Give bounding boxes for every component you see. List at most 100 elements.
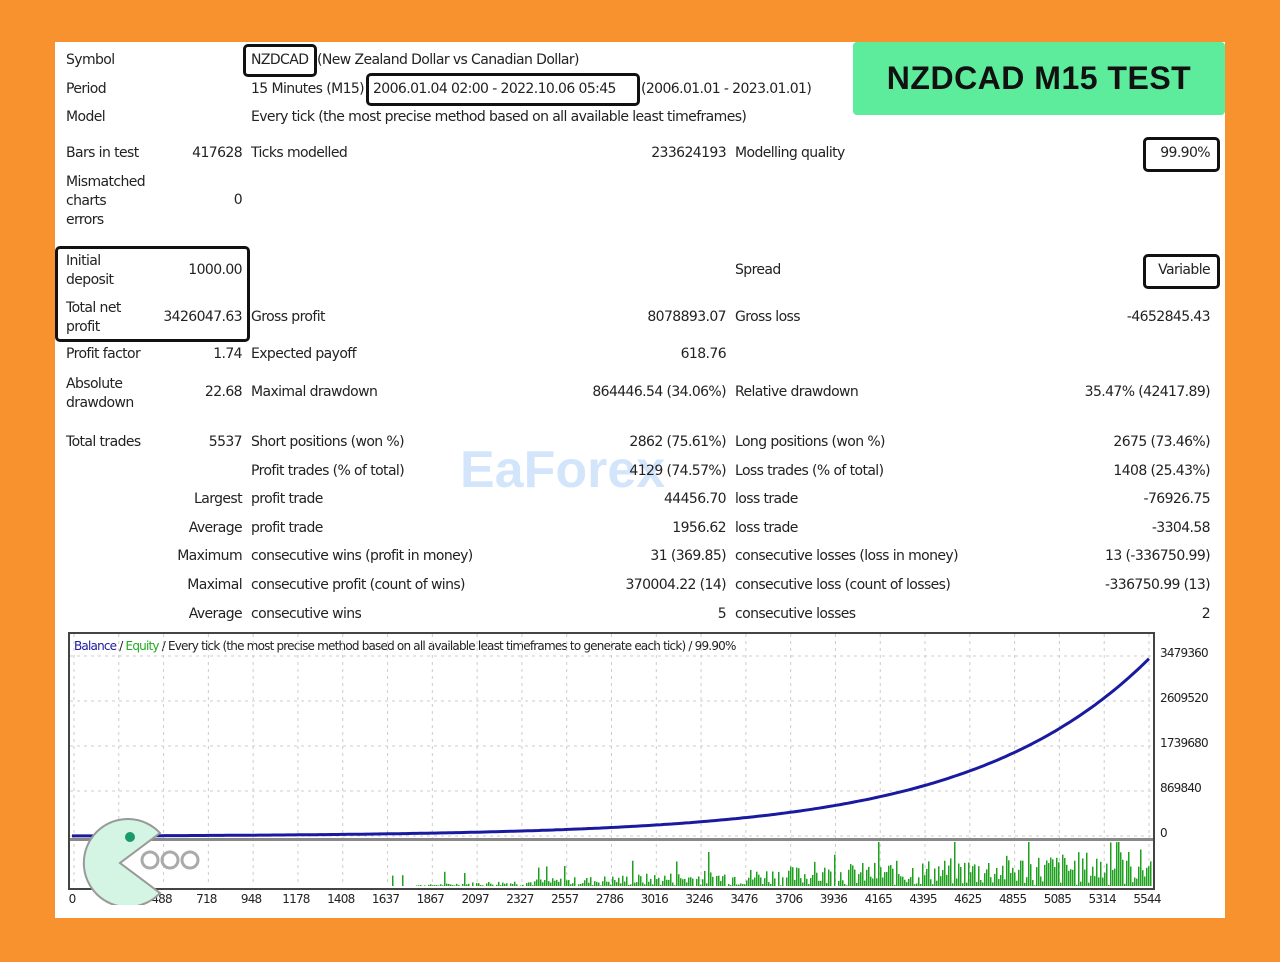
- volume-bar: [778, 871, 780, 886]
- volume-bar: [624, 881, 626, 886]
- volume-bar: [956, 878, 958, 886]
- volume-bar: [1062, 854, 1064, 886]
- x-tick-label: 2327: [506, 892, 534, 906]
- volume-bar: [782, 877, 784, 886]
- volume-bar: [950, 858, 952, 886]
- volume-bar: [972, 866, 974, 886]
- volume-bar: [478, 883, 480, 886]
- stat-maximal-label: Maximal: [187, 577, 242, 593]
- volume-bar: [548, 881, 550, 886]
- volume-bar: [1150, 861, 1152, 886]
- volume-bar: [984, 873, 986, 886]
- y-tick-label: 869840: [1160, 781, 1202, 795]
- volume-bar: [552, 878, 554, 886]
- stat-avg-loss-label: loss trade: [735, 520, 798, 536]
- volume-bar: [756, 871, 758, 886]
- volume-bar: [572, 883, 574, 886]
- volume-bar: [762, 884, 764, 886]
- volume-bar: [540, 879, 542, 886]
- volume-bar: [1144, 876, 1146, 886]
- stat-gross-loss: -4652845.43: [1126, 309, 1211, 325]
- volume-bar: [630, 884, 632, 886]
- volume-bar: [438, 885, 440, 886]
- x-tick-label: 948: [240, 892, 262, 906]
- volume-bar: [1008, 860, 1010, 886]
- stat-maximum-label: Maximum: [177, 548, 242, 564]
- volume-bar: [490, 883, 492, 886]
- volume-bar: [436, 885, 438, 886]
- stat-maximal-profit-label: consecutive profit (count of wins): [251, 577, 466, 593]
- volume-bar: [922, 863, 924, 886]
- stat-max-wins-label: consecutive wins (profit in money): [251, 548, 473, 564]
- stat-max-losses: 13 (-336750.99): [1105, 548, 1211, 564]
- volume-bar: [1074, 860, 1076, 886]
- volume-bar: [1132, 882, 1134, 886]
- stat-gross-loss-label: Gross loss: [735, 309, 801, 325]
- volume-bar: [416, 885, 418, 886]
- volume-bar: [440, 884, 442, 886]
- watermark-logo: EaForex: [460, 441, 666, 499]
- volume-bar: [682, 879, 684, 886]
- volume-bar: [1076, 884, 1078, 886]
- volume-bar: [718, 875, 720, 886]
- stat-gross-profit: 8078893.07: [647, 309, 726, 325]
- symbol-code: NZDCAD: [251, 52, 309, 68]
- volume-bar: [820, 880, 822, 886]
- volume-bar: [720, 881, 722, 886]
- volume-bar: [742, 884, 744, 886]
- volume-bar: [668, 879, 670, 886]
- volume-bar: [428, 884, 430, 886]
- volume-bar: [684, 878, 686, 886]
- volume-bar: [818, 880, 820, 886]
- x-tick-label: 5544: [1133, 892, 1161, 906]
- volume-bar: [638, 874, 640, 886]
- stat-average2-label: Average: [188, 606, 243, 622]
- volume-bar: [750, 869, 752, 886]
- volume-bar: [1094, 876, 1096, 886]
- stat-max-losses-label: consecutive losses (loss in money): [735, 548, 959, 564]
- volume-bar: [754, 877, 756, 886]
- volume-bar: [606, 881, 608, 886]
- volume-bar: [884, 872, 886, 886]
- volume-bar: [514, 881, 516, 886]
- x-tick-label: 2786: [595, 892, 624, 906]
- volume-bar: [766, 871, 768, 886]
- x-tick-label: 3476: [730, 892, 758, 906]
- volume-bar: [728, 883, 730, 886]
- volume-bar: [1096, 858, 1098, 886]
- plot-area: [70, 634, 1153, 886]
- volume-bar: [890, 864, 892, 886]
- volume-bar: [1148, 866, 1150, 886]
- volume-bar: [916, 883, 918, 886]
- volume-bar: [1026, 877, 1028, 886]
- volume-bar: [626, 876, 628, 886]
- stat-maximal-profit: 370004.22 (14): [625, 577, 727, 593]
- volume-bar: [632, 860, 634, 886]
- stat-maximal-loss-label: consecutive loss (count of losses): [735, 577, 951, 593]
- volume-bar: [1088, 882, 1090, 886]
- volume-bar: [590, 877, 592, 886]
- volume-bar: [500, 885, 502, 886]
- volume-bar: [420, 885, 422, 886]
- volume-bar: [812, 874, 814, 886]
- volume-bar: [882, 877, 884, 886]
- volume-bar: [1014, 872, 1016, 886]
- volume-bar: [476, 883, 478, 886]
- x-tick-label: 5314: [1088, 892, 1117, 906]
- y-tick-label: 2609520: [1160, 691, 1209, 705]
- volume-bar: [732, 877, 734, 886]
- volume-bar: [464, 872, 466, 886]
- volume-bar: [1136, 878, 1138, 886]
- x-tick-label: 3706: [774, 892, 803, 906]
- volume-bar: [852, 865, 854, 886]
- volume-bar: [712, 876, 714, 886]
- volume-bar: [1128, 851, 1130, 886]
- volume-bar: [874, 862, 876, 886]
- volume-bar: [816, 872, 818, 886]
- volume-bar: [1092, 866, 1094, 886]
- volume-bar: [1138, 866, 1140, 886]
- volume-bar: [740, 883, 742, 886]
- stat-avg-wins: 5: [717, 606, 727, 622]
- volume-bar: [1046, 860, 1048, 886]
- stat-rel-dd-label: Relative drawdown: [735, 384, 859, 400]
